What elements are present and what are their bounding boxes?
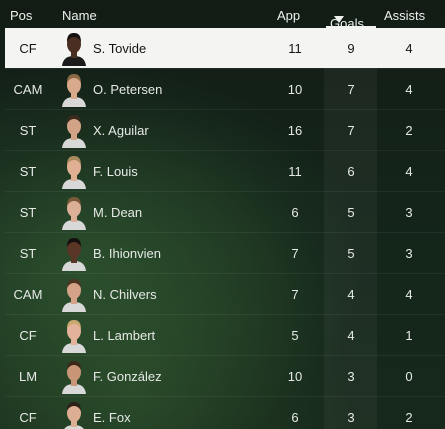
player-position: ST: [19, 246, 37, 261]
column-header-pos[interactable]: Pos: [10, 8, 33, 23]
table-row[interactable]: CF L. Lambert 5 4 1: [5, 314, 445, 355]
table-row[interactable]: CF E. Fox 6 3 2: [5, 396, 445, 429]
player-appearances: 11: [288, 164, 302, 179]
player-assists: 1: [405, 328, 413, 343]
table-row[interactable]: ST M. Dean 6 5 3: [5, 191, 445, 232]
player-position: CAM: [13, 82, 43, 97]
player-name: X. Aguilar: [93, 123, 149, 138]
player-position: LM: [18, 369, 38, 384]
table-row[interactable]: CF S. Tovide 11 9 4: [5, 28, 445, 68]
player-avatar: [62, 74, 86, 107]
table-row[interactable]: ST X. Aguilar 16 7 2: [5, 109, 445, 150]
column-header-name[interactable]: Name: [62, 8, 97, 23]
player-goals: 3: [347, 369, 355, 384]
player-position: CF: [19, 410, 37, 425]
player-position: CF: [19, 41, 37, 56]
player-goals: 3: [347, 410, 355, 425]
player-assists: 3: [405, 205, 413, 220]
player-avatar: [62, 156, 86, 189]
column-header-assists[interactable]: Assists: [384, 8, 426, 23]
player-assists: 3: [405, 246, 413, 261]
player-appearances: 6: [291, 205, 299, 220]
player-name: N. Chilvers: [93, 287, 157, 302]
player-goals: 5: [347, 246, 355, 261]
player-position: ST: [19, 123, 37, 138]
table-row[interactable]: CAM N. Chilvers 7 4 4: [5, 273, 445, 314]
player-appearances: 10: [287, 369, 303, 384]
table-row[interactable]: CAM O. Petersen 10 7 4: [5, 68, 445, 109]
sort-desc-icon: [334, 16, 344, 23]
player-avatar: [62, 115, 86, 148]
player-assists: 2: [405, 410, 413, 425]
player-goals: 4: [347, 328, 355, 343]
player-goals: 9: [347, 41, 355, 56]
player-assists: 2: [405, 123, 413, 138]
player-appearances: 7: [291, 246, 299, 261]
player-name: B. Ihionvien: [93, 246, 161, 261]
table-header: Pos Name App Goals Assists: [0, 0, 445, 31]
player-name: O. Petersen: [93, 82, 163, 97]
player-avatar: [62, 361, 86, 394]
player-avatar: [62, 197, 86, 230]
player-name: M. Dean: [93, 205, 143, 220]
player-name: F. González: [93, 369, 162, 384]
player-name: L. Lambert: [93, 328, 156, 343]
player-goals: 6: [347, 164, 355, 179]
player-appearances: 5: [291, 328, 299, 343]
player-position: CF: [19, 328, 37, 343]
table-row[interactable]: ST B. Ihionvien 7 5 3: [5, 232, 445, 273]
player-avatar: [64, 402, 84, 429]
player-appearances: 10: [287, 82, 303, 97]
player-name: E. Fox: [93, 410, 131, 425]
player-appearances: 16: [287, 123, 303, 138]
player-appearances: 11: [288, 41, 302, 56]
sorted-column-indicator: [326, 26, 376, 28]
player-assists: 4: [405, 41, 413, 56]
column-header-app[interactable]: App: [277, 8, 301, 23]
player-assists: 4: [405, 82, 413, 97]
player-name: S. Tovide: [93, 41, 147, 56]
player-appearances: 7: [291, 287, 299, 302]
player-goals: 7: [347, 82, 355, 97]
player-position: CAM: [13, 287, 43, 302]
player-appearances: 6: [291, 410, 299, 425]
player-avatar: [62, 33, 86, 66]
player-assists: 4: [405, 287, 413, 302]
player-goals: 4: [347, 287, 355, 302]
table-row[interactable]: LM F. González 10 3 0: [5, 355, 445, 396]
table-body: CF S. Tovide 11 9 4 CAM O. Petersen 10 7 4 ST X. Ag…: [5, 28, 445, 429]
player-position: ST: [19, 205, 37, 220]
player-assists: 4: [405, 164, 413, 179]
goals-column-highlight: [324, 28, 377, 429]
player-goals: 5: [347, 205, 355, 220]
player-avatar: [62, 279, 86, 312]
player-goals: 7: [347, 123, 355, 138]
player-position: ST: [19, 164, 37, 179]
player-assists: 0: [405, 369, 413, 384]
player-avatar: [62, 320, 86, 353]
table-row[interactable]: ST F. Louis 11 6 4: [5, 150, 445, 191]
player-name: F. Louis: [93, 164, 138, 179]
player-avatar: [62, 238, 86, 271]
